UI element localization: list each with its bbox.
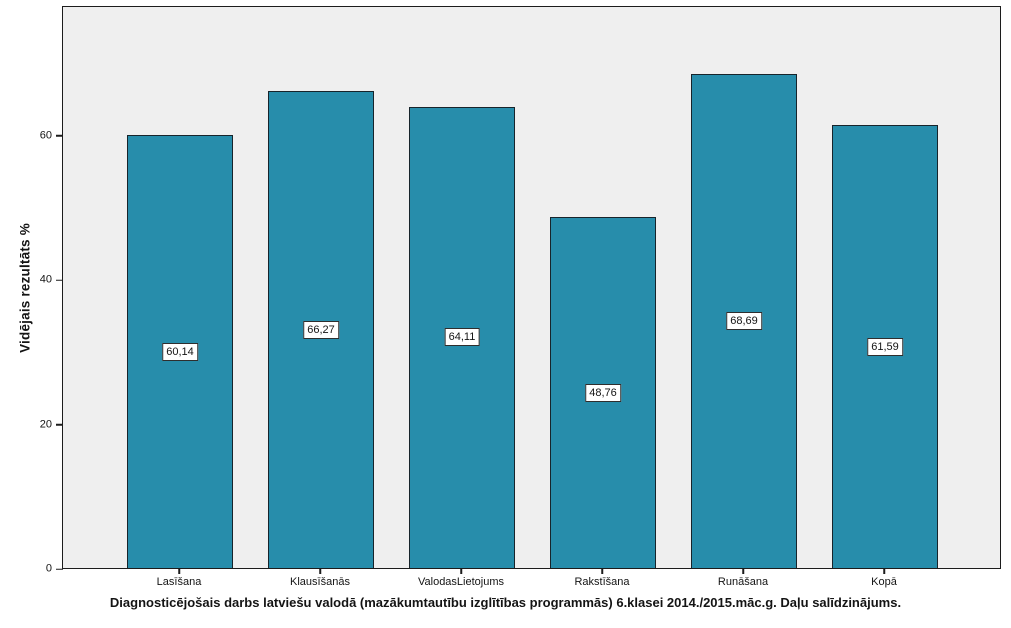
bar-1 [127,135,233,568]
y-tick-mark [56,135,63,137]
x-axis: Lasīšana Klausīšanās ValodasLietojums Rakst… [62,569,1001,593]
y-tick-label: 0 [45,562,52,575]
bar-value-label: 48,76 [585,383,621,402]
bar-value-label: 60,14 [162,342,198,361]
y-tick-mark [56,423,63,426]
bar-value-label: 66,27 [303,320,339,339]
y-axis-title: Vidējais rezultāts % [17,222,33,353]
plot-area: 60,14 66,27 64,11 48,76 68,69 61,59 [62,6,1001,569]
y-axis: Vidējais rezultāts % 0 20 40 60 [0,6,63,574]
x-category-label: ValodasLietojums [417,576,505,588]
x-tick-mark [601,569,603,574]
y-tick-mark [56,279,63,282]
x-tick-mark [742,569,744,574]
x-category-label: Runāšana [717,576,769,588]
x-category-label: Kopā [871,576,897,588]
bar-value-label: 64,11 [444,328,480,347]
y-tick-label: 60 [39,129,52,142]
y-tick-mark [56,568,63,570]
x-tick-mark [883,569,885,574]
x-category-label: Rakstīšana [574,576,630,588]
x-category-label: Lasīšana [156,576,202,588]
y-tick-label: 20 [39,418,52,431]
x-tick-mark [319,569,321,574]
x-category-label: Klausīšanās [290,576,350,588]
x-tick-mark [178,569,180,574]
y-tick-label: 40 [39,273,52,286]
x-tick-mark [460,569,462,574]
chart-title: Diagnosticējošais darbs latviešu valodā … [109,595,902,610]
bar-value-label: 68,69 [726,311,762,330]
bar-value-label: 61,59 [867,337,903,356]
